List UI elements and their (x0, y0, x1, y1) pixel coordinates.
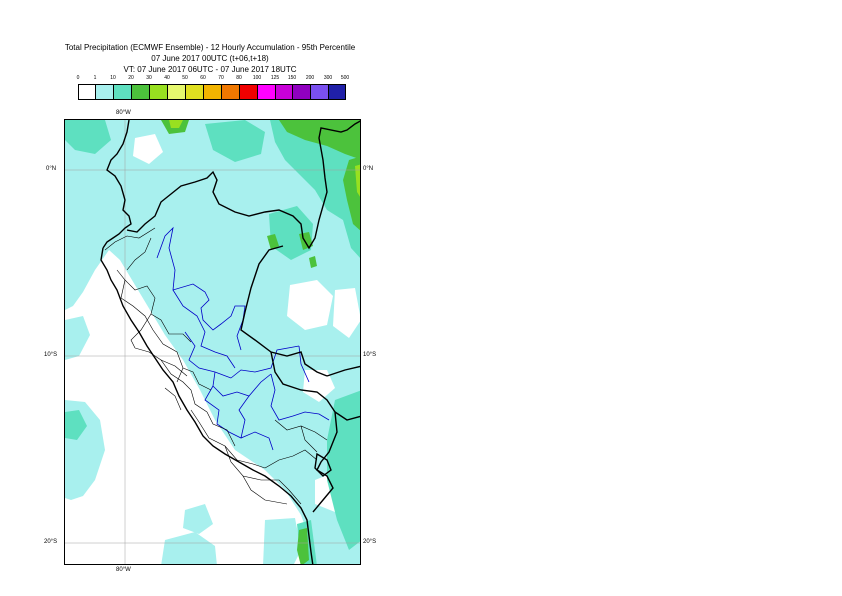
legend-swatch (167, 84, 186, 100)
legend-label: 60 (200, 75, 206, 81)
lon-label-top: 80°W (116, 110, 131, 116)
legend-swatch (131, 84, 150, 100)
legend-label: 100 (252, 75, 262, 81)
lon-label-bottom: 80°W (116, 567, 131, 573)
lat-label-right: 10°S (363, 352, 377, 358)
legend-label: 300 (323, 75, 333, 81)
legend-label: 1 (93, 75, 97, 81)
legend-label: 80 (236, 75, 242, 81)
legend-swatch (257, 84, 276, 100)
legend-swatch (292, 84, 311, 100)
legend-swatch (275, 84, 293, 100)
legend-swatch (310, 84, 329, 100)
coastlines-borders (100, 120, 360, 564)
legend-swatch (95, 84, 114, 100)
legend-label: 20 (128, 75, 134, 81)
precipitation-map (64, 119, 361, 565)
map-canvas (65, 120, 360, 564)
legend-label: 200 (305, 75, 315, 81)
legend-label: 70 (218, 75, 224, 81)
legend-label: 0 (76, 75, 80, 81)
lat-label-right: 20°S (363, 539, 377, 545)
legend-label: 10 (110, 75, 116, 81)
legend-label: 150 (287, 75, 297, 81)
lat-label-left: 10°S (44, 352, 58, 358)
base-time: 07 June 2017 00UTC (t+06,t+18) (151, 54, 269, 63)
map-title: Total Precipitation (ECMWF Ensemble) - 1… (64, 43, 356, 52)
lat-label-left: 20°S (44, 539, 58, 545)
valid-time: VT: 07 June 2017 06UTC - 07 June 2017 18… (123, 65, 297, 74)
legend-label: 125 (270, 75, 280, 81)
department-boundaries (104, 227, 328, 505)
legend-label: 50 (182, 75, 188, 81)
legend-swatch (185, 84, 204, 100)
lat-label-right: 0°N (363, 166, 374, 172)
legend-swatch (328, 84, 346, 100)
admin-boundaries (156, 226, 330, 451)
legend-label: 500 (340, 75, 350, 81)
graticule (65, 120, 360, 564)
legend-label: 40 (164, 75, 170, 81)
precip-lime-areas (169, 120, 360, 197)
legend-swatch (203, 84, 222, 100)
legend-swatch (239, 84, 258, 100)
legend-swatch (113, 84, 132, 100)
legend-swatch (221, 84, 240, 100)
legend-swatch (149, 84, 168, 100)
lat-label-left: 0°N (46, 166, 57, 172)
legend-label: 30 (146, 75, 152, 81)
legend-swatch (78, 84, 96, 100)
